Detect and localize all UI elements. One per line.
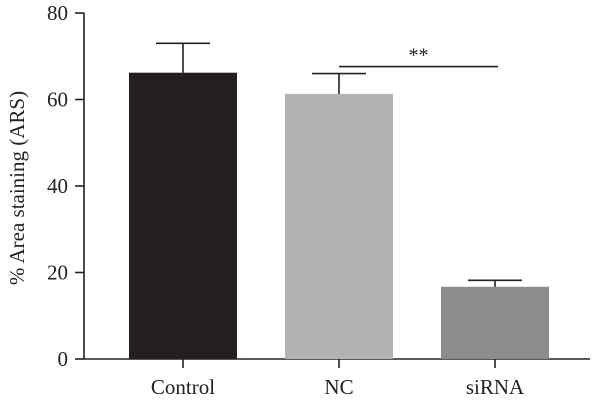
y-axis-title: % Area staining (ARS) — [5, 91, 29, 285]
error-bar-nc — [312, 72, 366, 94]
y-tick-label: 80 — [47, 1, 68, 25]
x-tick-label: Control — [151, 375, 215, 399]
significance-label: ** — [409, 45, 429, 67]
y-tick-label: 0 — [58, 347, 69, 371]
y-tick-label: 20 — [47, 261, 68, 285]
bar-sirna — [441, 286, 549, 359]
error-bar-sirna — [468, 279, 522, 287]
bars — [129, 72, 549, 359]
error-bars — [156, 42, 522, 287]
y-axis: 0 20 40 60 80 — [47, 1, 85, 371]
x-tick-label: siRNA — [466, 375, 525, 399]
y-tick-label: 40 — [47, 174, 68, 198]
x-tick-label: NC — [324, 375, 353, 399]
bar-nc — [285, 93, 393, 359]
error-bar-control — [156, 42, 210, 73]
y-tick-label: 60 — [47, 88, 68, 112]
bar-control — [129, 72, 237, 359]
x-axis: Control NC siRNA — [84, 358, 590, 399]
significance-annotations: ** — [339, 45, 498, 68]
